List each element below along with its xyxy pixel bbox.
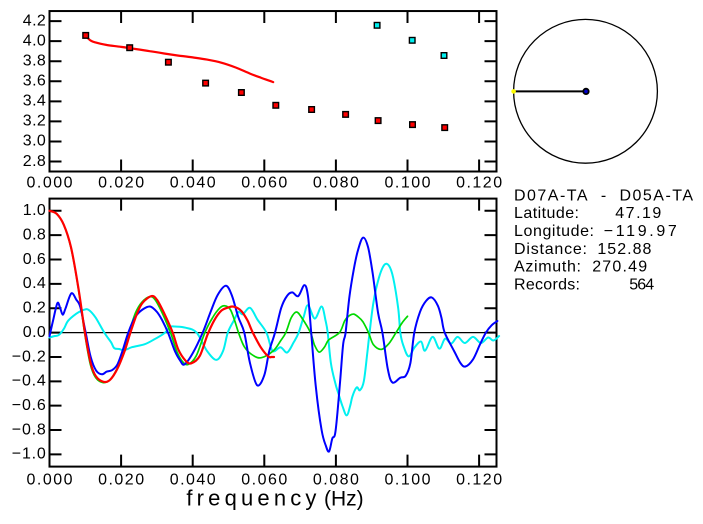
svg-text:3.8: 3.8	[23, 53, 46, 70]
svg-text:0.0: 0.0	[23, 324, 46, 341]
svg-text:4.2: 4.2	[23, 12, 46, 29]
svg-text:−0.6: −0.6	[12, 397, 46, 414]
svg-text:0.4: 0.4	[23, 275, 46, 292]
svg-text:0.100: 0.100	[385, 174, 431, 191]
svg-text:−0.8: −0.8	[12, 421, 46, 438]
svg-text:0.000: 0.000	[27, 471, 73, 488]
svg-text:0.2: 0.2	[23, 300, 46, 317]
svg-text:2.8: 2.8	[23, 153, 46, 170]
svg-text:−119.97: −119.97	[604, 223, 677, 240]
svg-text:frequency: frequency	[186, 485, 316, 510]
svg-text:0.060: 0.060	[241, 471, 287, 488]
svg-text:0.120: 0.120	[456, 471, 502, 488]
svg-text:4.0: 4.0	[23, 32, 46, 49]
svg-text:−1.0: −1.0	[12, 446, 46, 463]
svg-text:0.080: 0.080	[313, 471, 359, 488]
svg-text:(Hz): (Hz)	[324, 487, 364, 510]
svg-text:Longitude:: Longitude:	[514, 223, 594, 240]
svg-text:0.6: 0.6	[23, 251, 46, 268]
svg-text:0.100: 0.100	[385, 471, 431, 488]
svg-text:3.6: 3.6	[23, 73, 46, 90]
svg-text:0.060: 0.060	[241, 174, 287, 191]
svg-text:D07A-TA - D05A-TA: D07A-TA - D05A-TA	[514, 187, 693, 204]
svg-text:152.88: 152.88	[597, 241, 651, 258]
svg-text:0.020: 0.020	[98, 174, 144, 191]
svg-text:1.0: 1.0	[23, 202, 46, 219]
svg-text:564: 564	[629, 277, 654, 294]
svg-text:−0.4: −0.4	[12, 373, 46, 390]
svg-text:0.020: 0.020	[98, 471, 144, 488]
svg-text:0.040: 0.040	[170, 471, 216, 488]
svg-text:Records:: Records:	[514, 277, 580, 294]
svg-text:Latitude:: Latitude:	[514, 205, 579, 222]
svg-text:270.49: 270.49	[592, 259, 647, 276]
svg-text:0.080: 0.080	[313, 174, 359, 191]
svg-text:0.120: 0.120	[456, 174, 502, 191]
svg-text:−0.2: −0.2	[12, 348, 46, 365]
svg-text:3.4: 3.4	[23, 93, 46, 110]
svg-text:Azimuth:: Azimuth:	[514, 259, 581, 276]
svg-text:3.0: 3.0	[23, 133, 46, 150]
svg-text:0.040: 0.040	[170, 174, 216, 191]
svg-text:3.2: 3.2	[23, 113, 46, 130]
svg-text:Distance:: Distance:	[514, 241, 587, 258]
svg-text:47.19: 47.19	[615, 205, 661, 222]
svg-text:0.000: 0.000	[27, 174, 73, 191]
svg-text:0.8: 0.8	[23, 227, 46, 244]
